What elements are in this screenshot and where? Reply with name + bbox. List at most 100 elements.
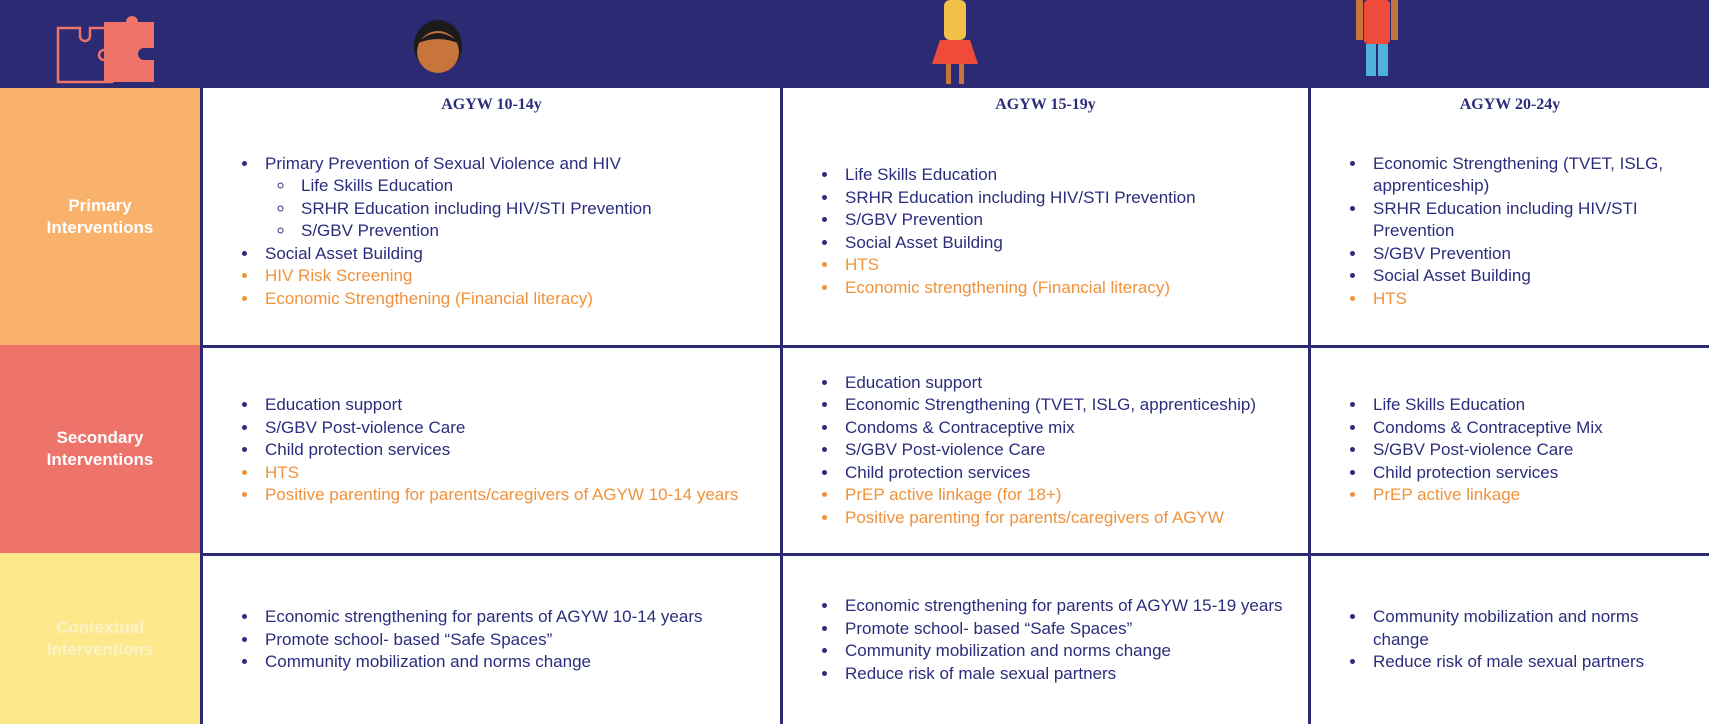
bullet-item: Economic strengthening for parents of AG… (839, 595, 1283, 618)
item-text: Economic Strengthening (Financial litera… (265, 288, 593, 308)
bullet-item: Social Asset Building (1367, 265, 1691, 288)
item-text: Economic Strengthening (TVET, ISLG, appr… (845, 395, 1257, 415)
bullet-list: Education support Economic Strengthening … (783, 372, 1274, 530)
item-text: Education support (265, 395, 403, 415)
item-text: Community mobilization and norms change (845, 641, 1171, 660)
bullet-item: Social Asset Building (839, 232, 1196, 255)
bullet-item: PrEP active linkage (1367, 484, 1603, 507)
table-cell: Economic strengthening for parents of AG… (780, 553, 1308, 724)
bullet-item: PrEP active linkage (for 18+) (839, 484, 1256, 507)
cell-body: Education supportS/GBV Post-violence Car… (203, 348, 780, 553)
bullet-item: Education support (259, 394, 738, 417)
bullet-item: Child protection services (839, 462, 1256, 485)
item-text: Condoms & Contraceptive mix (845, 417, 1075, 437)
table-cell: Education supportS/GBV Post-violence Car… (200, 345, 780, 553)
bullet-item: Promote school- based “Safe Spaces” (259, 629, 703, 652)
bullet-item: Positive parenting for parents/caregiver… (259, 484, 738, 507)
item-text: Child protection services (265, 440, 451, 460)
bullet-item: S/GBV Post-violence Care (259, 417, 738, 440)
item-text: Positive parenting for parents/caregiver… (845, 507, 1224, 527)
cell-body: Community mobilization and norms change R… (1311, 556, 1709, 724)
item-text: Positive parenting for parents/caregiver… (265, 485, 739, 505)
item-text: PrEP active linkage (1373, 485, 1521, 505)
bullet-item: Reduce risk of male sexual partners (1367, 651, 1691, 674)
bullet-item: S/GBV Prevention (839, 209, 1196, 232)
bullet-item: Child protection services (259, 439, 738, 462)
item-text: Economic strengthening for parents of AG… (265, 607, 703, 627)
item-text: Economic strengthening (Financial litera… (845, 277, 1171, 297)
table-cell: AGYW 15-19y Life Skills Education SRHR Edu… (780, 88, 1308, 345)
cell-body: Economic Strengthening (TVET, ISLG, appr… (1311, 118, 1709, 345)
bullet-list: Primary Prevention of Sexual Violence an… (203, 153, 688, 311)
bullet-item: HIV Risk Screening (259, 265, 670, 288)
item-text: PrEP active linkage (for 18+) (845, 485, 1062, 505)
column-title: AGYW 20-24y (1459, 96, 1561, 113)
item-text: Social Asset Building (845, 232, 1003, 252)
item-text: Life Skills Education (1373, 395, 1526, 415)
item-text: S/GBV Post-violence Care (265, 417, 466, 437)
item-text: Child protection services (845, 462, 1031, 482)
bullet-list: Economic strengthening for parents of AG… (203, 606, 721, 674)
item-text: Life Skills Education (301, 176, 454, 196)
table-cell: Education support Economic Strengthening … (780, 345, 1308, 553)
bullet-item: Economic Strengthening (TVET, ISLG, appr… (839, 394, 1256, 417)
bullet-item: Education support (839, 372, 1256, 395)
item-text: S/GBV Post-violence Care (1373, 440, 1574, 460)
item-text: SRHR Education including HIV/STI Prevent… (1373, 198, 1638, 241)
header-icon-cell (0, 0, 200, 88)
bullet-item: SRHR Education including HIV/STI Prevent… (295, 198, 652, 221)
header-cell (1308, 0, 1709, 88)
item-text: Community mobilization and norms change (1373, 607, 1639, 649)
bullet-item: Life Skills Education (1367, 394, 1603, 417)
item-text: HTS (845, 255, 879, 274)
bullet-item: HTS (1367, 288, 1691, 311)
bullet-item: SRHR Education including HIV/STI Prevent… (1367, 198, 1691, 243)
item-text: SRHR Education including HIV/STI Prevent… (845, 187, 1196, 207)
item-text: Life Skills Education (845, 165, 998, 184)
cell-body: Life Skills EducationCondoms & Contracep… (1311, 348, 1709, 553)
bullet-item: Community mobilization and norms change (259, 651, 703, 674)
item-text: Reduce risk of male sexual partners (845, 663, 1117, 683)
item-text: Economic strengthening for parents of AG… (845, 596, 1283, 615)
item-text: Education support (845, 372, 983, 392)
bullet-item: S/GBV Post-violence Care (839, 439, 1256, 462)
bullet-item: Life Skills Education (295, 175, 652, 198)
girl-figure-icon (932, 0, 978, 84)
item-text: Promote school- based “Safe Spaces” (265, 629, 553, 649)
bullet-item: Promote school- based “Safe Spaces” (839, 618, 1283, 641)
bullet-item: Economic strengthening for parents of AG… (259, 606, 703, 629)
bullet-item: Economic strengthening (Financial litera… (839, 277, 1196, 300)
header-cell (780, 0, 1308, 88)
bullet-item: Economic Strengthening (Financial litera… (259, 288, 670, 311)
row-label: Secondary Interventions (0, 345, 200, 553)
table-cell: AGYW 20-24y Economic Strengthening (TVET,… (1308, 88, 1709, 345)
item-text: Community mobilization and norms change (265, 652, 591, 672)
bullet-item: S/GBV Prevention (1367, 243, 1691, 266)
bullet-list: Life Skills Education SRHR Education incl… (783, 164, 1214, 299)
item-text: SRHR Education including HIV/STI Prevent… (301, 198, 652, 218)
bullet-item: S/GBV Post-violence Care (1367, 439, 1603, 462)
column-title: AGYW 15-19y (995, 96, 1096, 113)
bullet-item: Community mobilization and norms change (839, 640, 1283, 663)
item-text: S/GBV Prevention (845, 210, 983, 229)
bullet-item: Child protection services (1367, 462, 1603, 485)
column-title: AGYW 10-14y (441, 96, 542, 113)
cell-body: Economic strengthening for parents of AG… (203, 556, 780, 724)
bullet-item: HTS (839, 254, 1196, 277)
bullet-item: Economic Strengthening (TVET, ISLG, appr… (1367, 153, 1691, 198)
bullet-item: SRHR Education including HIV/STI Prevent… (839, 187, 1196, 210)
bullet-item: HTS (259, 462, 738, 485)
item-text: Condoms & Contraceptive Mix (1373, 417, 1603, 437)
bullet-list: Life Skills EducationCondoms & Contracep… (1311, 394, 1621, 507)
bullet-list: Economic Strengthening (TVET, ISLG, appr… (1311, 153, 1709, 311)
table-cell: AGYW 10-14y Primary Prevention of Sexual … (200, 88, 780, 345)
cell-body: Economic strengthening for parents of AG… (783, 556, 1308, 724)
table-cell: Community mobilization and norms change R… (1308, 553, 1709, 724)
bullet-item: Positive parenting for parents/caregiver… (839, 507, 1256, 530)
row-label: Contextual Interventions (0, 553, 200, 724)
item-text: Social Asset Building (265, 243, 423, 263)
bullet-item: Condoms & Contraceptive Mix (1367, 417, 1603, 440)
bullet-item: Condoms & Contraceptive mix (839, 417, 1256, 440)
bullet-item: Community mobilization and norms change (1367, 606, 1691, 651)
item-text: Promote school- based “Safe Spaces” (845, 618, 1133, 638)
